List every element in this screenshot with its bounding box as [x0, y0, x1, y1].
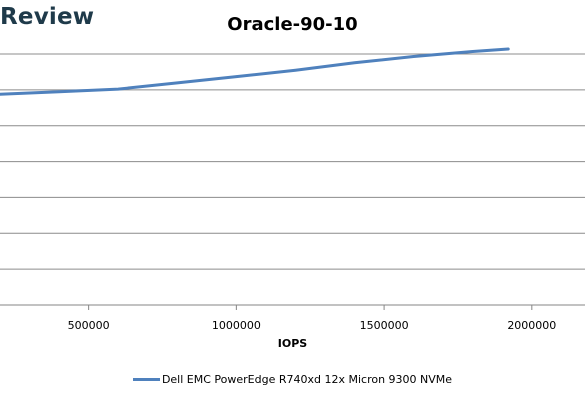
data-point — [0, 92, 2, 96]
x-tick-label: 1500000 — [360, 319, 409, 332]
x-tick-label: 1000000 — [212, 319, 261, 332]
data-point — [57, 90, 61, 93]
data-point — [471, 50, 474, 53]
data-point — [235, 75, 238, 78]
data-point — [412, 55, 415, 58]
legend: Dell EMC PowerEdge R740xd 12x Micron 930… — [0, 373, 585, 386]
legend-label: Dell EMC PowerEdge R740xd 12x Micron 930… — [161, 373, 453, 386]
x-tick-label: 500000 — [68, 319, 110, 332]
data-point — [353, 61, 356, 64]
data-point — [176, 81, 179, 85]
x-tick-label: 2000000 — [507, 319, 556, 332]
x-tick-labels: 500000 1000000 1500000 2000000 — [68, 305, 556, 332]
x-axis-label: IOPS — [277, 337, 308, 350]
data-point — [506, 47, 510, 51]
chart-title: Oracle-90-10 — [227, 14, 358, 35]
brand-logo-text: Review — [0, 4, 95, 30]
data-point — [116, 87, 120, 91]
legend-swatch — [132, 378, 160, 381]
series-line — [0, 47, 510, 96]
grid-lines — [0, 53, 585, 306]
series-lines — [0, 47, 510, 96]
data-point — [294, 69, 297, 72]
